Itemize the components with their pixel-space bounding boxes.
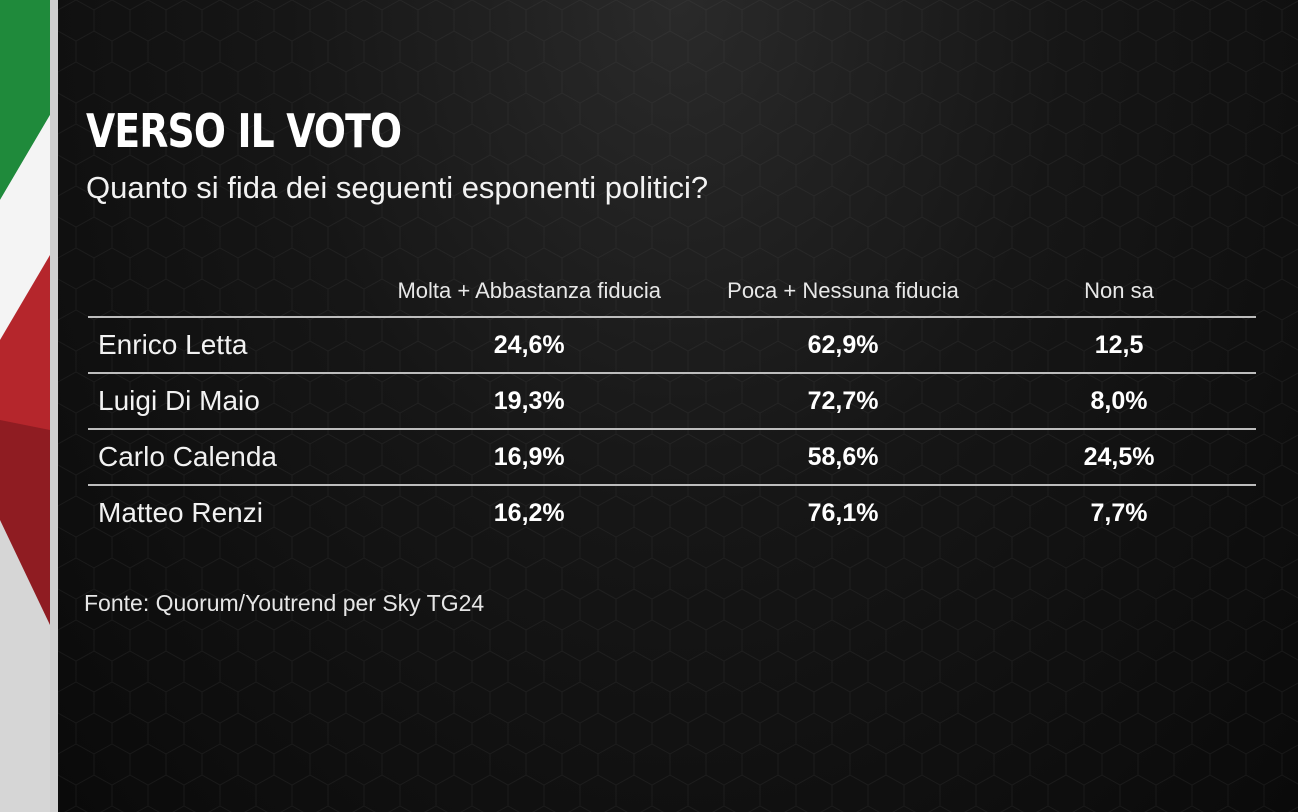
high-trust-value: 24,6% — [354, 317, 705, 374]
italian-flag-ribbon-icon — [0, 0, 58, 812]
low-trust-value: 72,7% — [704, 373, 983, 430]
dont-know-value: 7,7% — [1090, 498, 1148, 527]
politician-name: Carlo Calenda — [88, 429, 355, 486]
trust-table: Molta + Abbastanza fiducia Poca + Nessun… — [88, 266, 1256, 540]
low-trust-value: 58,6% — [704, 429, 983, 486]
page-title: VERSO IL VOTO — [86, 104, 402, 158]
dont-know-value: 24,5% — [982, 429, 1256, 486]
dont-know-value: 8,0% — [982, 373, 1256, 430]
table-row: Enrico Letta 24,6% 62,9% 12,5 — [88, 317, 1256, 374]
politician-name: Luigi Di Maio — [88, 373, 355, 430]
low-trust-value: 62,9% — [704, 317, 983, 374]
source-note: Fonte: Quorum/Youtrend per Sky TG24 — [84, 590, 485, 616]
table-row: Carlo Calenda 16,9% 58,6% 24,5% — [88, 429, 1256, 486]
table-row: Matteo Renzi 16,2% 76,1% 7,7% — [88, 485, 1256, 540]
column-header-name — [88, 266, 355, 318]
column-header-high-trust: Molta + Abbastanza fiducia — [354, 266, 705, 318]
table-row: Luigi Di Maio 19,3% 72,7% 8,0% — [88, 373, 1256, 430]
table-header-row: Molta + Abbastanza fiducia Poca + Nessun… — [88, 266, 1256, 318]
column-header-dont-know: Non sa — [982, 266, 1256, 318]
high-trust-value: 16,9% — [354, 429, 705, 486]
column-header-low-trust: Poca + Nessuna fiducia — [704, 266, 983, 318]
low-trust-value: 76,1% — [807, 498, 879, 527]
high-trust-value: 19,3% — [354, 373, 705, 430]
page-subtitle: Quanto si fida dei seguenti esponenti po… — [86, 170, 709, 205]
politician-name: Enrico Letta — [88, 317, 355, 374]
dont-know-value: 12,5 — [982, 317, 1256, 374]
high-trust-value: 16,2% — [493, 498, 565, 527]
politician-name: Matteo Renzi — [98, 497, 263, 528]
flag-decoration — [0, 0, 58, 812]
